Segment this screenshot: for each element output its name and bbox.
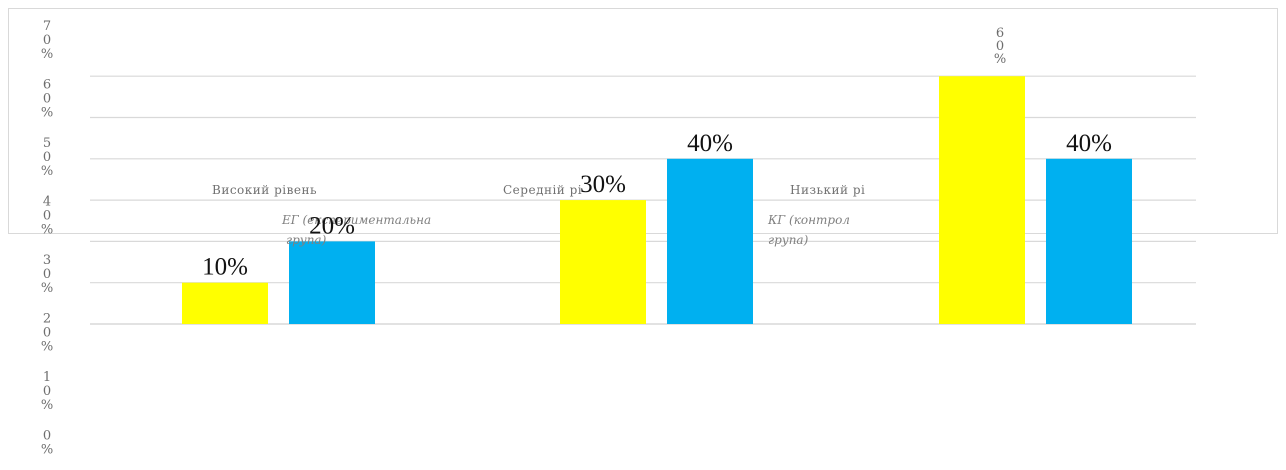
svg-text:0: 0 bbox=[996, 39, 1004, 54]
bar bbox=[289, 241, 375, 324]
svg-text:%: % bbox=[994, 52, 1006, 67]
data-labels: 10% 30% 60% 20% 40% 40% bbox=[202, 26, 1112, 281]
bar bbox=[1046, 158, 1132, 324]
data-label: 10% bbox=[202, 254, 248, 281]
svg-text:%: % bbox=[41, 398, 53, 413]
data-label: 40% bbox=[1066, 130, 1112, 157]
bar bbox=[182, 282, 268, 324]
series-name-label: КГ (контрол bbox=[767, 213, 850, 227]
y-tick-label: 50% bbox=[41, 136, 53, 179]
svg-text:%: % bbox=[41, 442, 53, 457]
category-label: Високий рівень bbox=[212, 183, 317, 197]
bar bbox=[667, 158, 753, 324]
svg-text:%: % bbox=[41, 339, 53, 354]
svg-text:2: 2 bbox=[43, 312, 51, 327]
svg-text:0: 0 bbox=[43, 150, 51, 165]
data-label: 30% bbox=[580, 171, 626, 198]
category-and-series-text: Високий рівень Середній рі Низький рі ЕГ (е… bbox=[212, 183, 865, 247]
data-label: 20% bbox=[309, 212, 355, 239]
y-tick-label: 30% bbox=[41, 253, 53, 296]
svg-text:0: 0 bbox=[43, 91, 51, 106]
svg-text:0: 0 bbox=[43, 384, 51, 399]
data-label: 60% bbox=[994, 26, 1006, 67]
svg-text:%: % bbox=[41, 164, 53, 179]
y-tick-label: 10% bbox=[41, 370, 53, 413]
svg-text:%: % bbox=[41, 281, 53, 296]
y-tick-label: 60% bbox=[41, 78, 53, 121]
series-name-label: група) bbox=[286, 233, 327, 247]
category-label: Низький рі bbox=[790, 183, 865, 197]
svg-text:0: 0 bbox=[43, 208, 51, 223]
svg-text:%: % bbox=[41, 222, 53, 237]
bars bbox=[182, 76, 1132, 324]
svg-text:7: 7 bbox=[43, 19, 51, 34]
svg-text:0: 0 bbox=[43, 267, 51, 282]
svg-text:6: 6 bbox=[996, 26, 1004, 41]
svg-text:4: 4 bbox=[43, 195, 51, 210]
svg-text:%: % bbox=[41, 105, 53, 120]
y-tick-label: 70% bbox=[41, 19, 53, 62]
svg-text:5: 5 bbox=[43, 136, 51, 151]
svg-text:0: 0 bbox=[43, 325, 51, 340]
bar bbox=[939, 76, 1025, 324]
y-tick-label: 40% bbox=[41, 195, 53, 238]
svg-text:0: 0 bbox=[43, 33, 51, 48]
y-axis-ticks: 0%10%20%30%40%50%60%70% bbox=[41, 19, 53, 457]
svg-text:1: 1 bbox=[43, 370, 51, 385]
bar bbox=[560, 200, 646, 324]
y-tick-label: 20% bbox=[41, 312, 53, 355]
svg-text:6: 6 bbox=[43, 78, 51, 93]
y-tick-label: 0% bbox=[41, 429, 53, 458]
data-label: 40% bbox=[687, 130, 733, 157]
svg-text:3: 3 bbox=[43, 253, 51, 268]
series-name-label: ЕГ (експериментальна bbox=[281, 213, 431, 227]
svg-text:%: % bbox=[41, 47, 53, 62]
svg-text:0: 0 bbox=[43, 429, 51, 444]
category-label: Середній рі bbox=[503, 183, 582, 197]
series-name-label: група) bbox=[768, 233, 809, 247]
